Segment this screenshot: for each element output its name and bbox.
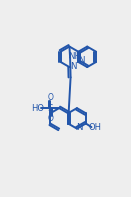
Text: N: N (70, 62, 76, 71)
Text: NH: NH (68, 52, 81, 61)
Text: S: S (47, 104, 53, 113)
Text: HO: HO (31, 104, 44, 113)
Text: O: O (47, 114, 53, 123)
Text: N: N (76, 124, 83, 133)
Text: N: N (78, 56, 84, 65)
Text: O: O (47, 93, 53, 102)
Text: OH: OH (89, 123, 102, 132)
